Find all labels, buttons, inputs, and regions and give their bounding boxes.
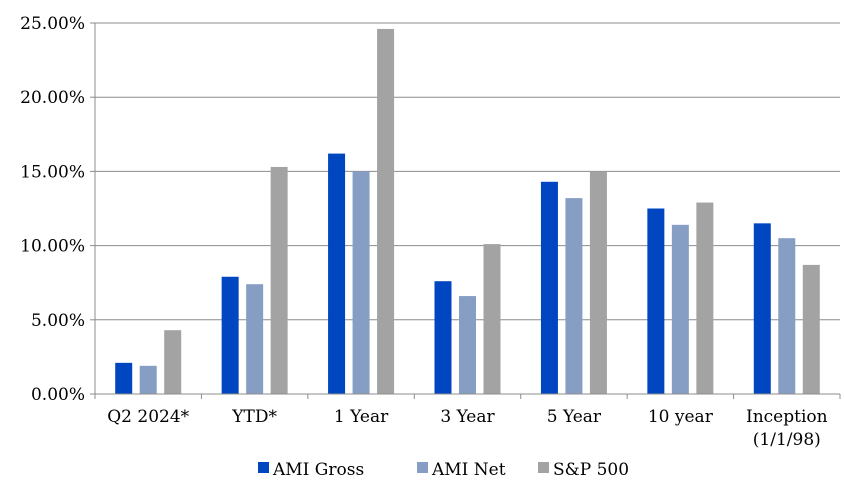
bar-ami-gross <box>328 153 346 394</box>
bar-ami-net <box>352 171 370 394</box>
x-tick-label: 1 Year <box>334 407 389 427</box>
legend: AMI Gross AMI Net S&P 500 <box>258 460 629 480</box>
bar-ami-gross <box>434 281 452 394</box>
bar-ami-gross <box>221 276 239 394</box>
bar-ami-net <box>459 296 476 394</box>
x-tick-label: Inception <box>746 407 828 427</box>
bar-s-p-500 <box>696 202 714 394</box>
bar-ami-gross <box>540 181 558 394</box>
y-tick-label: 5.00% <box>31 311 85 331</box>
legend-label: AMI Net <box>431 460 506 480</box>
bar-s-p-500 <box>164 330 182 394</box>
legend-label: S&P 500 <box>553 460 629 480</box>
y-axis-ticks: 0.00% 5.00% 10.00% 15.00% 20.00% 25.00% <box>20 14 95 405</box>
bar-ami-net <box>565 198 583 394</box>
y-tick-label: 10.00% <box>20 237 85 257</box>
legend-swatch <box>417 462 428 473</box>
gridlines <box>95 22 840 321</box>
x-axis-labels: Q2 2024* YTD* 1 Year 3 Year 5 Year 10 year Inc… <box>107 407 827 450</box>
axes <box>94 23 841 399</box>
legend-label: AMI Gross <box>272 460 364 480</box>
bar-ami-net <box>139 365 157 394</box>
bar-s-p-500 <box>589 171 607 394</box>
bar-ami-gross <box>115 362 133 394</box>
bar-ami-net <box>778 238 796 394</box>
bar-ami-net <box>246 284 264 394</box>
y-tick-label: 20.00% <box>20 88 85 108</box>
bar-s-p-500 <box>483 244 501 394</box>
legend-swatch <box>538 462 549 473</box>
bars <box>115 28 820 394</box>
y-tick-label: 0.00% <box>31 385 85 405</box>
x-tick-label: 5 Year <box>547 407 602 427</box>
x-tick-label: (1/1/98) <box>753 430 821 450</box>
legend-swatch <box>258 462 269 473</box>
x-tick-label: YTD* <box>231 407 277 427</box>
y-tick-label: 25.00% <box>20 14 85 34</box>
bar-s-p-500 <box>377 28 395 394</box>
x-tick-label: 3 Year <box>440 407 495 427</box>
bar-s-p-500 <box>802 264 820 394</box>
x-tick-label: Q2 2024* <box>107 407 189 427</box>
x-tick-label: 10 year <box>648 407 714 427</box>
bar-s-p-500 <box>270 166 288 394</box>
y-tick-label: 15.00% <box>20 162 85 182</box>
bar-ami-gross <box>753 223 771 394</box>
bar-ami-gross <box>647 208 665 394</box>
bar-ami-net <box>671 224 689 394</box>
